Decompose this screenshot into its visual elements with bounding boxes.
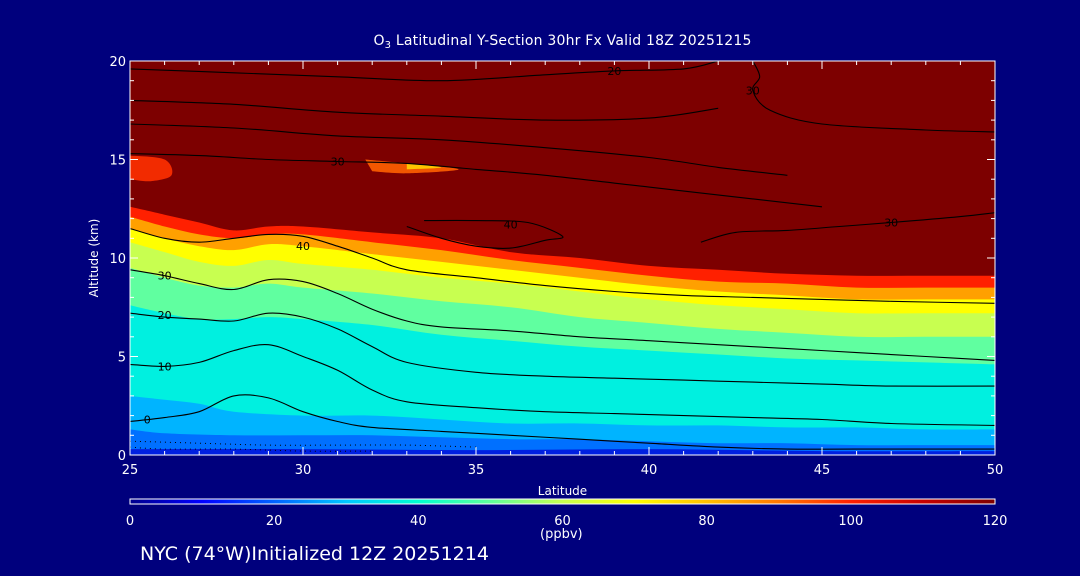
contour-line-11 [130, 123, 788, 176]
y-tick-label-1: 5 [118, 351, 126, 366]
contour-label-1: 30 [158, 270, 172, 283]
chart-title: O3 Latitudinal Y-Section 30hr Fx Valid 1… [130, 33, 995, 51]
contour-label-5: 30 [331, 155, 345, 168]
y-tick-label-3: 15 [109, 154, 126, 169]
colorbar-strip [129, 498, 996, 505]
contour-line-8 [752, 61, 995, 133]
hotspot-region-0 [130, 155, 173, 182]
contour-line-0 [130, 227, 995, 304]
title-species: O [373, 33, 385, 49]
contour-line-6 [700, 212, 995, 243]
colorbar-tick-label-1: 20 [266, 514, 283, 529]
contour-line-3 [130, 343, 995, 426]
contour-label-3: 10 [158, 360, 172, 373]
contour-line-7 [130, 61, 719, 82]
y-tick-label-0: 0 [118, 449, 126, 464]
x-axis-label: Latitude [538, 484, 587, 498]
colorbar-units: (ppbv) [540, 527, 583, 542]
contour-label-8: 30 [746, 85, 760, 98]
x-tick-label-1: 30 [295, 463, 312, 478]
x-tick-label-3: 40 [641, 463, 658, 478]
colorbar-tick-label-5: 100 [838, 514, 863, 529]
footer-run-info: NYC (74°W)Initialized 12Z 20251214 [140, 543, 489, 565]
x-tick-label-4: 45 [814, 463, 831, 478]
y-tick-label-4: 20 [109, 55, 126, 70]
concentration-band-10 [130, 449, 995, 455]
contour-line-10 [130, 99, 719, 121]
contour-label-7: 20 [607, 65, 621, 78]
contour-label-6: 30 [884, 217, 898, 230]
x-tick-label-2: 35 [468, 463, 485, 478]
contour-label-9: 40 [504, 219, 518, 232]
contour-line-4 [130, 394, 995, 450]
contour-label-0: 40 [296, 240, 310, 253]
contour-line-5 [130, 153, 823, 208]
contour-line-2 [130, 312, 995, 387]
colorbar-tick-label-0: 0 [126, 514, 134, 529]
colorbar-tick-label-4: 80 [698, 514, 715, 529]
colorbar-tick-label-3: 60 [554, 514, 571, 529]
contour-label-2: 20 [158, 309, 172, 322]
colorbar-tick-label-6: 120 [983, 514, 1008, 529]
y-tick-label-2: 10 [109, 252, 126, 267]
x-tick-label-5: 50 [987, 463, 1004, 478]
y-axis-label: Altitude (km) [87, 219, 101, 298]
title-species-subscript: 3 [384, 40, 392, 51]
contour-label-4: 0 [144, 414, 151, 427]
hotspot-region-2 [406, 163, 442, 170]
contour-line-1 [130, 269, 995, 361]
colorbar-tick-label-2: 40 [410, 514, 427, 529]
x-tick-label-0: 25 [122, 463, 139, 478]
contour-line-9 [406, 219, 564, 249]
title-rest: Latitudinal Y-Section 30hr Fx Valid 18Z … [391, 33, 752, 49]
